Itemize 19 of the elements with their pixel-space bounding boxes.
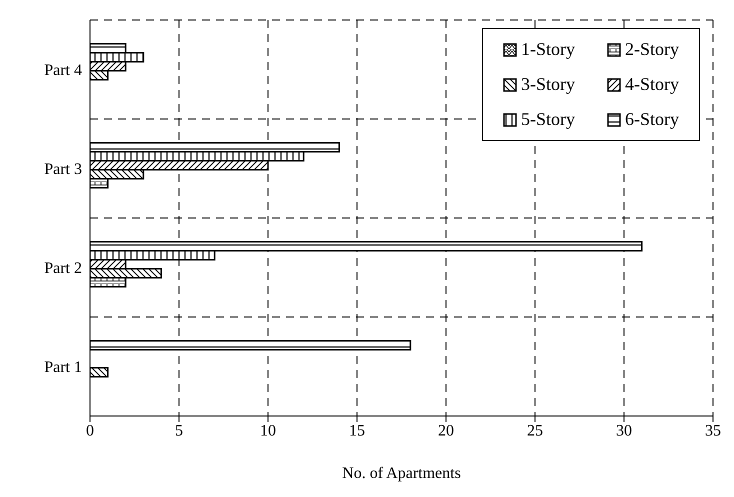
x-tick-label: 25	[527, 422, 543, 440]
legend-label: 6-Story	[625, 109, 679, 130]
x-tick-label: 15	[349, 422, 365, 440]
x-tick-label: 20	[438, 422, 454, 440]
legend-label: 4-Story	[625, 74, 679, 95]
y-tick-label: Part 4	[44, 62, 82, 80]
x-tick-label: 0	[86, 422, 94, 440]
legend-label: 5-Story	[521, 109, 575, 130]
legend-label: 2-Story	[625, 39, 679, 60]
x-tick-label: 30	[616, 422, 632, 440]
y-tick-label: Part 3	[44, 161, 82, 178]
x-tick-label: 35	[705, 422, 721, 440]
legend-label: 1-Story	[521, 39, 575, 60]
x-axis-title: No. of Apartments	[342, 465, 461, 482]
x-tick-label: 10	[260, 422, 276, 440]
y-tick-label: Part 1	[44, 359, 82, 376]
y-tick-label: Part 2	[44, 260, 82, 278]
x-tick-label: 5	[175, 422, 183, 440]
legend-label: 3-Story	[521, 74, 575, 95]
